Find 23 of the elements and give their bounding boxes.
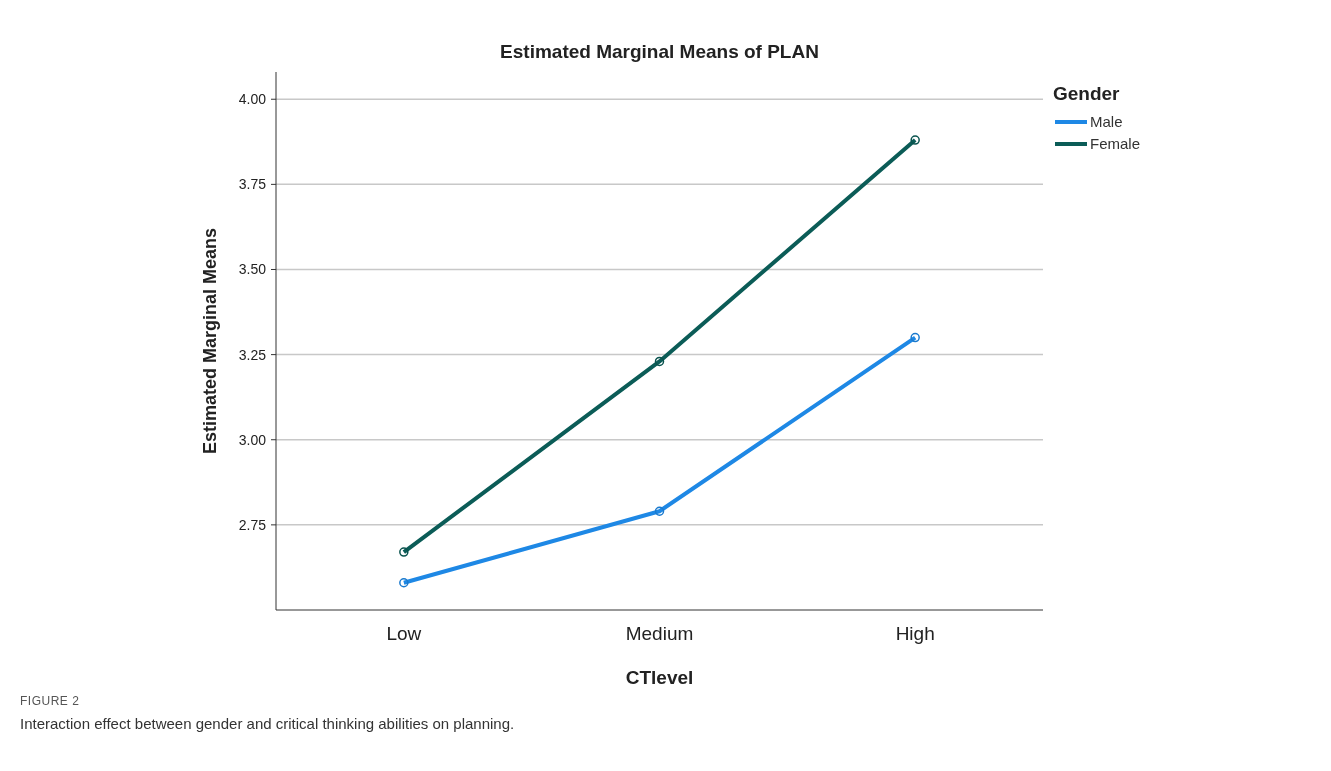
- chart-title: Estimated Marginal Means of PLAN: [500, 41, 819, 62]
- legend-title: Gender: [1053, 83, 1121, 104]
- x-tick-label: High: [895, 623, 935, 644]
- y-tick-label: 2.75: [238, 516, 267, 533]
- point: [910, 332, 920, 343]
- y-axis-title: Estimated Marginal Means: [200, 227, 220, 455]
- point: [399, 578, 409, 588]
- caption: FIGURE 2: [20, 694, 80, 708]
- legend-label: Female: [1090, 135, 1141, 153]
- text: Interaction effect between gender and critical thinking abilities on planning.: [20, 715, 515, 732]
- x-tick-label: Low: [386, 623, 422, 644]
- y-tick-label: 3.25: [238, 346, 267, 363]
- x-tick-label: Medium: [625, 623, 694, 644]
- point: [910, 135, 920, 145]
- legend-label: Male: [1090, 113, 1123, 131]
- y-tick-label: 3.50: [238, 261, 267, 278]
- y-tick-label: 3.00: [238, 431, 267, 448]
- y-tick-label: 4.00: [238, 91, 267, 108]
- y-tick-label: 3.75: [238, 176, 267, 193]
- point: [654, 356, 665, 367]
- point: [654, 506, 665, 516]
- x-axis-title: CTlevel: [625, 667, 694, 688]
- point: [399, 547, 409, 557]
